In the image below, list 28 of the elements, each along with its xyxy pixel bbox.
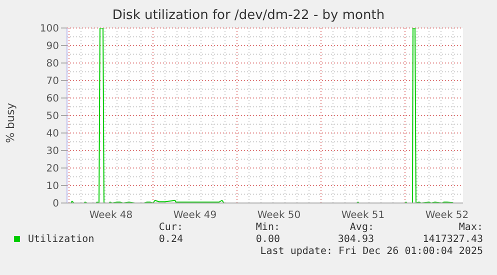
- y-tick-label: 20: [46, 164, 59, 175]
- text: 0.24: [158, 234, 183, 245]
- y-tick-label: 70: [46, 76, 59, 88]
- x-tick-label: Week 52: [425, 210, 469, 222]
- y-tick-label: 50: [46, 111, 59, 122]
- text: Avg:: [350, 222, 374, 233]
- text: Last update: Fri Dec 26 01:00:04 2025: [260, 246, 483, 257]
- y-axis-title: % busy: [4, 102, 17, 143]
- x-tick-label: Week 48: [89, 210, 133, 222]
- y-tick-label: 0: [52, 198, 59, 210]
- y-tick-label: 80: [46, 58, 59, 70]
- text: Max:: [458, 222, 483, 233]
- x-tick-label: Week 49: [173, 210, 217, 222]
- text: 304.93: [338, 234, 374, 245]
- x-tick-label: Week 50: [257, 210, 301, 222]
- y-tick-label: 60: [46, 94, 59, 105]
- y-tick-label: 30: [46, 146, 59, 158]
- text: Cur:: [158, 222, 183, 233]
- legend-label: Utilization: [27, 234, 94, 245]
- text: 1417327.43: [422, 234, 483, 245]
- y-tick-label: 10: [46, 181, 59, 192]
- y-tick-label: 90: [46, 41, 59, 52]
- text: 0.00: [256, 234, 280, 245]
- x-tick-label: Week 51: [341, 210, 385, 222]
- y-tick-label: 100: [40, 24, 59, 35]
- chart-title: Disk utilization for /dev/dm-22 - by month: [111, 8, 386, 23]
- y-tick-label: 40: [46, 128, 59, 140]
- text: Min:: [256, 222, 280, 233]
